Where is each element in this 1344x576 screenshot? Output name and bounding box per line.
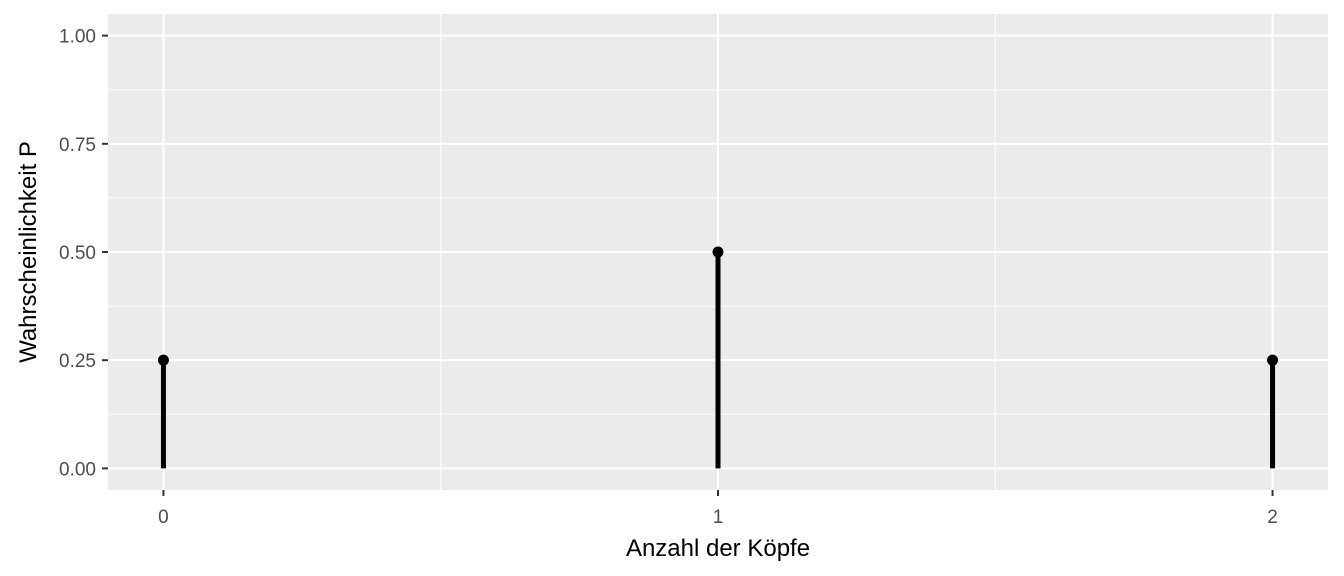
data-point bbox=[157, 354, 169, 366]
x-axis-title: Anzahl der Köpfe bbox=[626, 535, 810, 562]
y-tick-label: 0.50 bbox=[59, 243, 96, 264]
y-tick-label: 0.00 bbox=[59, 459, 96, 480]
major-gridlines bbox=[108, 14, 1328, 490]
x-tick-label: 2 bbox=[1267, 507, 1278, 528]
y-tick-label: 1.00 bbox=[59, 27, 96, 48]
x-tick-label: 1 bbox=[713, 507, 724, 528]
y-axis: 0.00 0.25 0.50 0.75 1.00 bbox=[59, 27, 108, 480]
y-tick-label: 0.25 bbox=[59, 351, 96, 372]
y-tick-label: 0.75 bbox=[59, 135, 96, 156]
data-point bbox=[1267, 354, 1279, 366]
data-point bbox=[712, 246, 724, 258]
x-axis: 0 1 2 bbox=[158, 490, 1278, 528]
data-marks bbox=[157, 246, 1279, 469]
y-axis-title: Wahrscheinlichkeit P bbox=[15, 141, 42, 363]
x-tick-label: 0 bbox=[158, 507, 169, 528]
